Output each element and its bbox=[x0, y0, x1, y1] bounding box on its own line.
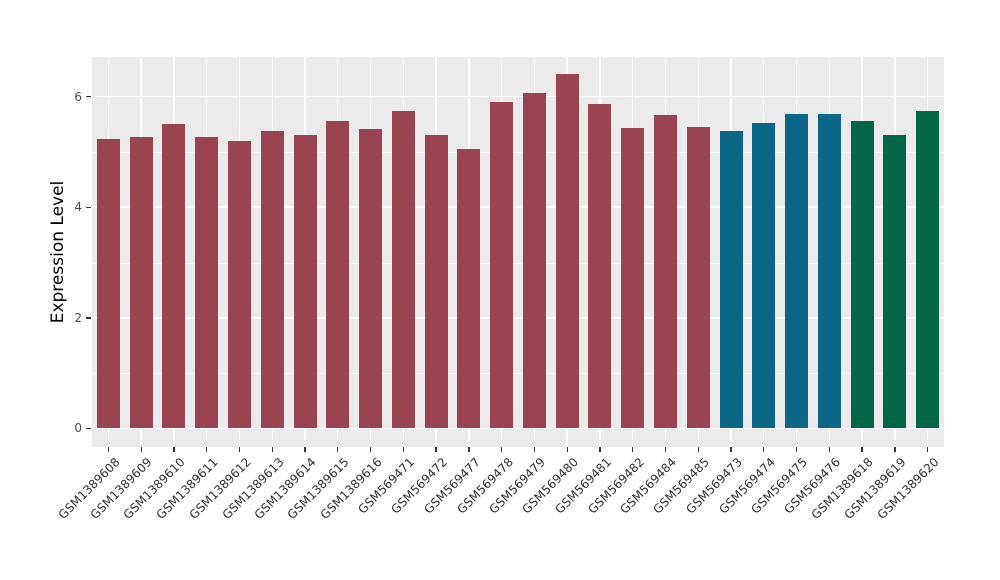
bar bbox=[555, 74, 579, 429]
bar bbox=[260, 130, 284, 429]
bar bbox=[293, 135, 317, 429]
x-tick-mark bbox=[795, 447, 798, 452]
x-tick-mark bbox=[763, 447, 765, 452]
minor-gridline bbox=[92, 262, 944, 264]
bar bbox=[227, 141, 251, 429]
x-tick-mark bbox=[828, 447, 830, 452]
x-tick-mark bbox=[107, 447, 110, 452]
y-tick-mark bbox=[86, 206, 91, 208]
x-tick-mark bbox=[730, 447, 732, 452]
x-tick-mark bbox=[337, 447, 339, 452]
bar bbox=[719, 130, 743, 429]
x-tick-mark bbox=[927, 447, 929, 452]
bar bbox=[916, 111, 940, 429]
major-gridline bbox=[92, 206, 944, 208]
minor-gridline bbox=[92, 373, 944, 374]
x-tick-mark bbox=[369, 447, 372, 452]
bar bbox=[621, 127, 645, 429]
major-gridline bbox=[92, 427, 944, 430]
bar bbox=[96, 139, 120, 429]
major-gridline bbox=[92, 317, 944, 319]
bar bbox=[653, 114, 677, 429]
x-tick-mark bbox=[402, 447, 404, 452]
minor-gridline bbox=[92, 151, 944, 153]
x-tick-mark bbox=[140, 447, 142, 452]
x-tick-mark bbox=[173, 447, 175, 452]
bar bbox=[195, 137, 219, 429]
x-tick-mark bbox=[664, 447, 667, 452]
bar bbox=[522, 93, 546, 429]
major-gridline bbox=[92, 95, 944, 98]
bar bbox=[686, 126, 710, 429]
y-tick-label: 2 bbox=[74, 310, 82, 325]
x-tick-mark bbox=[304, 447, 306, 452]
bar bbox=[457, 148, 481, 429]
bar bbox=[490, 102, 514, 429]
y-tick-label: 0 bbox=[74, 421, 82, 436]
bar bbox=[850, 121, 874, 429]
y-tick-mark bbox=[86, 317, 91, 319]
x-tick-mark bbox=[599, 447, 601, 452]
bar bbox=[129, 136, 153, 429]
bar bbox=[817, 114, 841, 429]
y-tick-mark bbox=[86, 95, 91, 98]
bar bbox=[359, 128, 383, 429]
bar bbox=[883, 135, 907, 429]
bar bbox=[326, 121, 350, 429]
bar bbox=[424, 135, 448, 429]
x-tick-mark bbox=[238, 447, 241, 452]
bar bbox=[752, 122, 776, 429]
x-tick-mark bbox=[468, 447, 470, 452]
y-tick-label: 4 bbox=[74, 200, 82, 215]
x-tick-mark bbox=[697, 447, 699, 452]
x-tick-mark bbox=[271, 447, 273, 452]
x-tick-mark bbox=[435, 447, 437, 452]
x-tick-mark bbox=[566, 447, 568, 452]
y-tick-label: 6 bbox=[74, 89, 82, 104]
bar bbox=[785, 113, 809, 429]
bar bbox=[391, 110, 415, 429]
x-tick-mark bbox=[894, 447, 896, 452]
x-tick-mark bbox=[533, 447, 536, 452]
x-tick-mark bbox=[501, 447, 503, 452]
bar bbox=[588, 103, 612, 429]
chart-panel bbox=[92, 57, 944, 447]
x-tick-mark bbox=[632, 447, 634, 452]
x-tick-mark bbox=[206, 447, 208, 452]
x-tick-mark bbox=[861, 447, 863, 452]
y-tick-mark bbox=[86, 427, 91, 430]
bar bbox=[162, 124, 186, 429]
